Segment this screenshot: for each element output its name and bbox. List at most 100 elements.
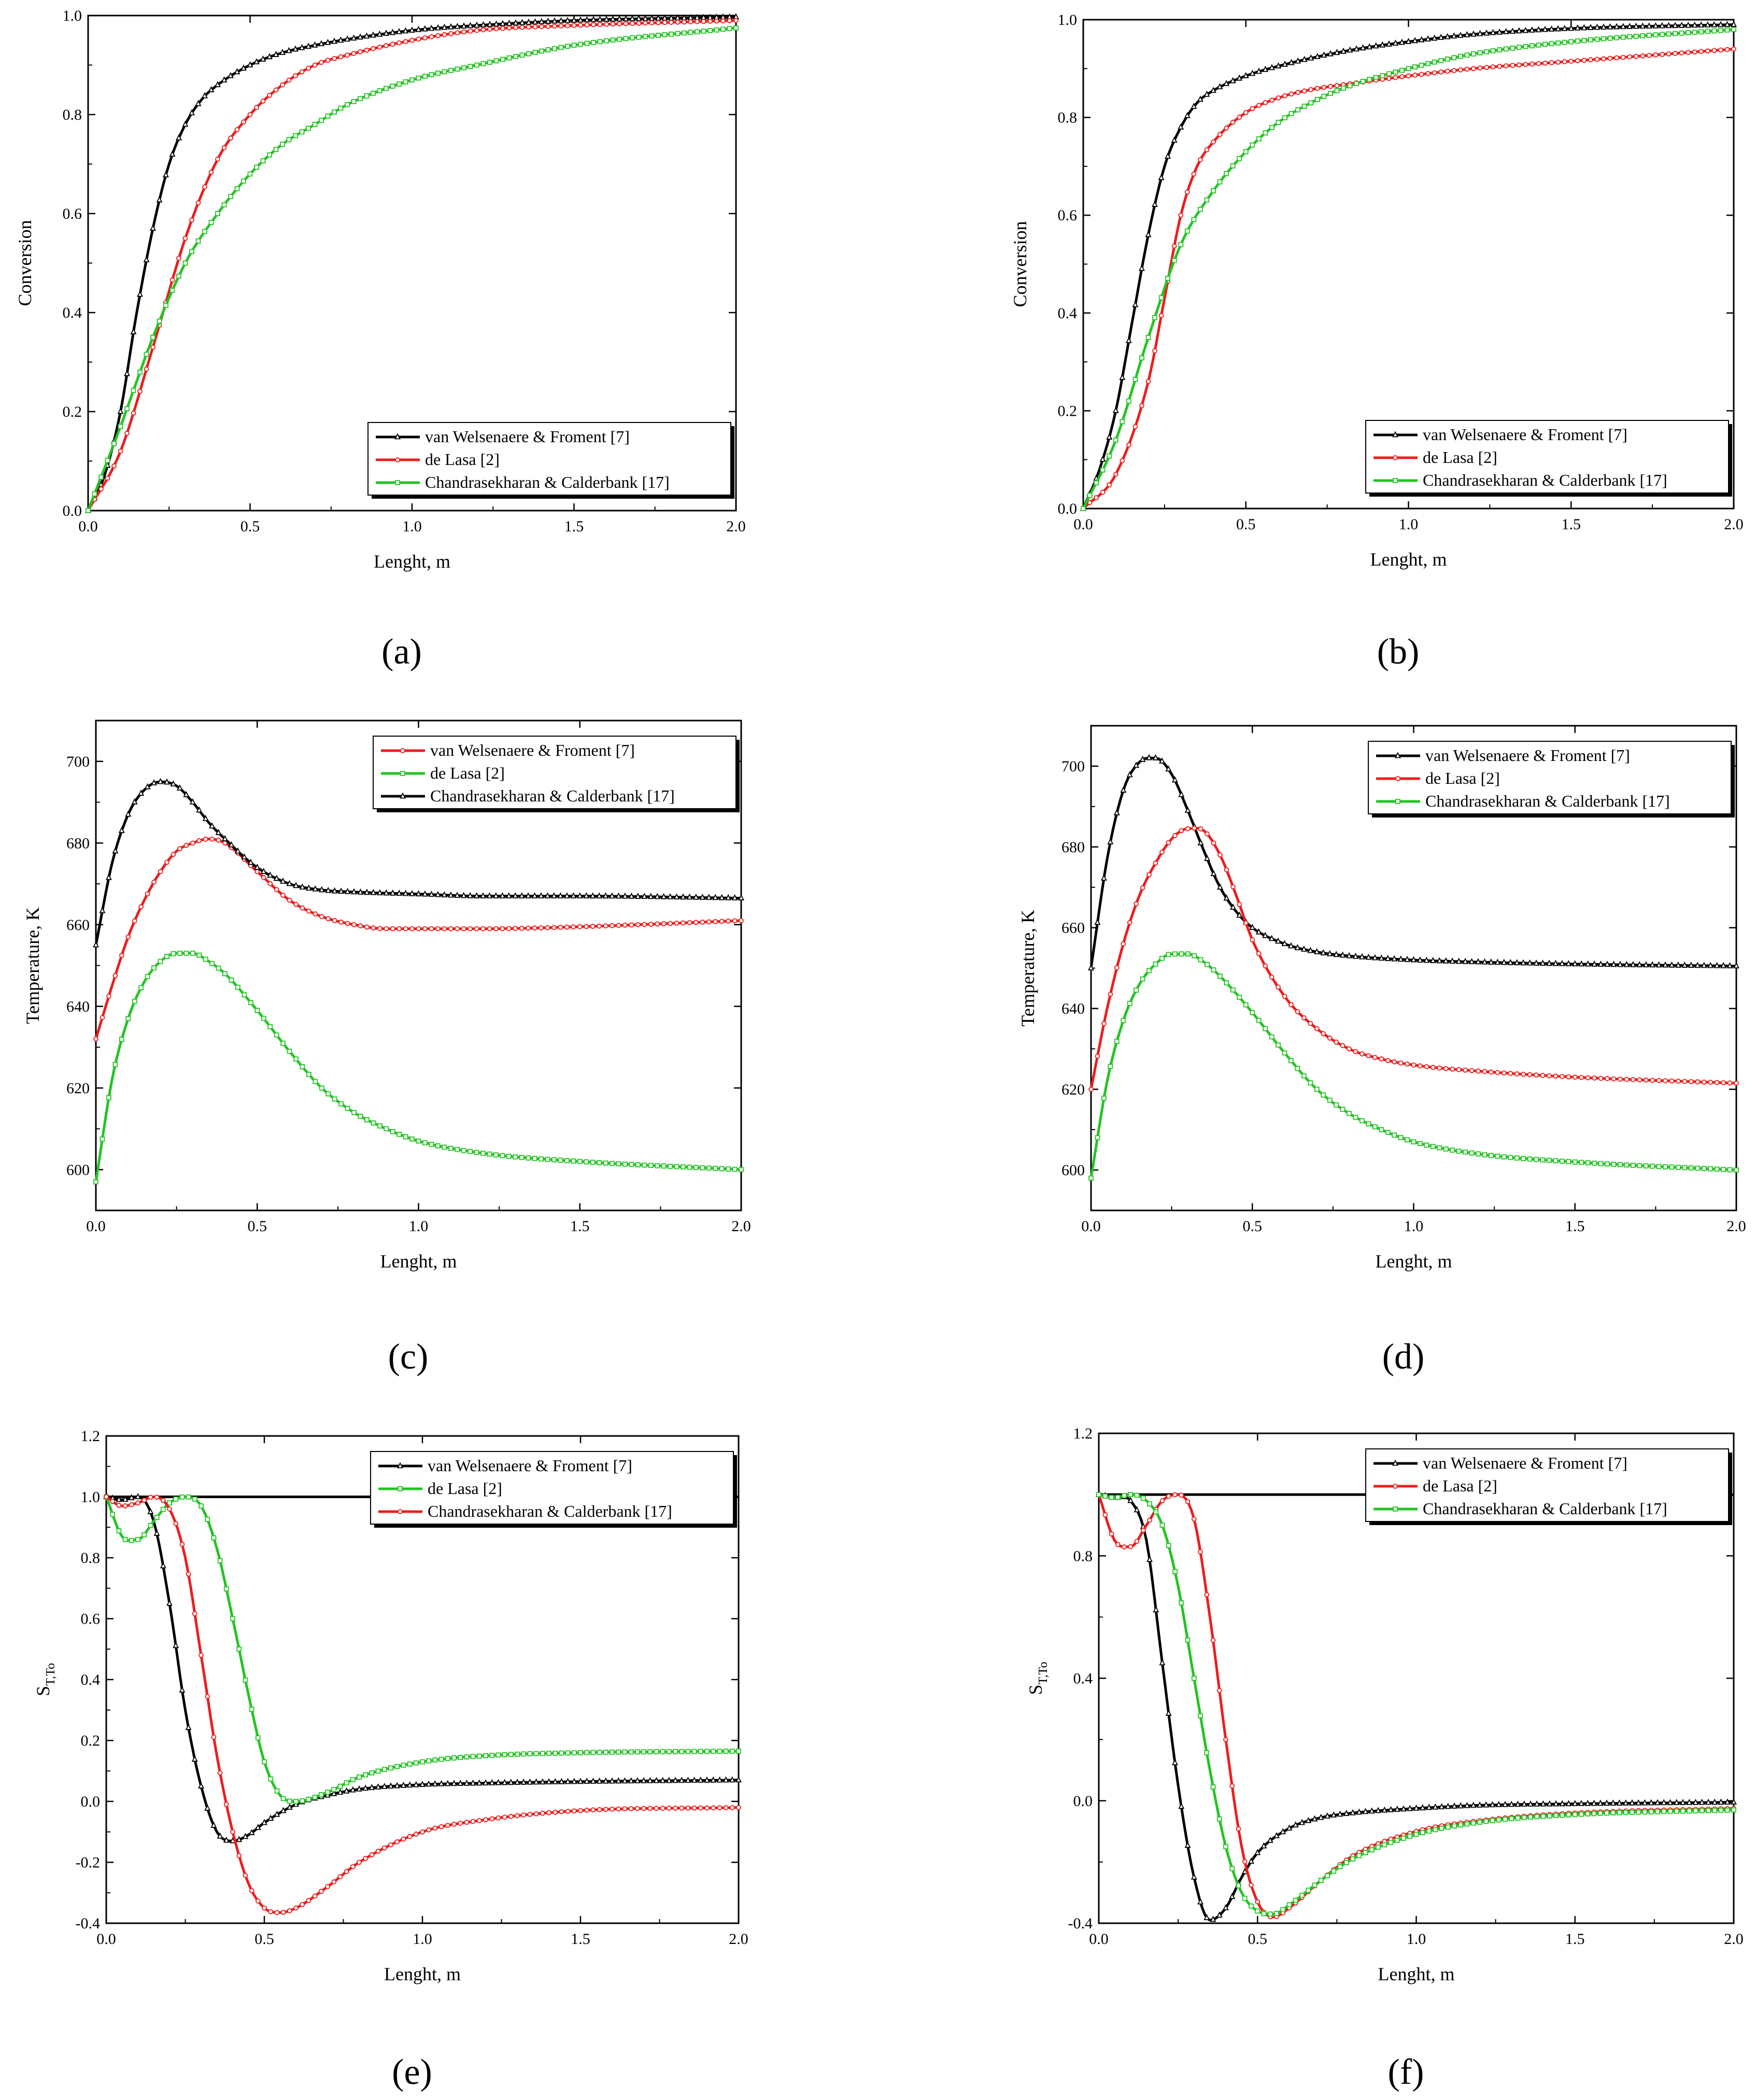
y-tick-label: 1.0 xyxy=(81,1489,101,1506)
data-point xyxy=(1126,442,1131,448)
data-point xyxy=(1127,920,1132,925)
data-point xyxy=(1565,1800,1572,1807)
data-point xyxy=(1553,1158,1559,1163)
data-point xyxy=(1158,313,1164,318)
data-point xyxy=(1087,500,1093,505)
data-point xyxy=(1482,1069,1488,1075)
data-point xyxy=(306,1898,311,1904)
data-point xyxy=(1490,1818,1495,1823)
data-point xyxy=(636,34,642,40)
data-point xyxy=(590,16,597,22)
data-point xyxy=(1617,1076,1623,1082)
data-point xyxy=(364,47,370,53)
data-point xyxy=(1464,52,1470,58)
data-point xyxy=(394,1764,400,1769)
data-point xyxy=(1648,1809,1654,1814)
data-point xyxy=(429,72,434,77)
data-point xyxy=(1381,1806,1388,1813)
data-point xyxy=(1223,1904,1229,1910)
data-point xyxy=(1401,1836,1406,1841)
data-point xyxy=(1636,1809,1641,1815)
data-point xyxy=(1523,62,1528,67)
data-point xyxy=(1321,1092,1326,1098)
legend-entry: van Welsenaere & Froment [7] xyxy=(376,427,630,446)
data-point xyxy=(1521,1800,1527,1807)
legend-marker xyxy=(1395,799,1400,804)
data-point xyxy=(1224,125,1229,131)
data-point xyxy=(1165,765,1172,772)
data-point xyxy=(243,1872,248,1878)
data-point xyxy=(1721,1080,1726,1086)
data-point xyxy=(682,19,687,25)
data-point xyxy=(1300,945,1307,952)
data-point xyxy=(1114,965,1120,970)
data-point xyxy=(647,893,654,899)
data-point xyxy=(1263,1026,1268,1032)
data-point xyxy=(1585,1160,1591,1165)
data-point xyxy=(325,916,331,922)
legend-box xyxy=(1365,1448,1729,1522)
data-point xyxy=(1650,1163,1655,1169)
data-point xyxy=(300,1064,305,1069)
data-point xyxy=(1516,27,1522,34)
data-point xyxy=(454,892,461,898)
data-point xyxy=(1307,947,1314,953)
data-point xyxy=(1669,1164,1675,1170)
data-point xyxy=(1121,1018,1126,1023)
data-point xyxy=(151,879,157,885)
series-2 xyxy=(86,25,739,513)
data-point xyxy=(545,18,551,24)
data-point xyxy=(160,1498,166,1503)
data-point xyxy=(1198,1549,1203,1555)
data-point xyxy=(306,1072,311,1077)
data-point xyxy=(1530,61,1535,67)
data-point xyxy=(1445,1824,1451,1830)
data-point xyxy=(615,1777,622,1784)
data-point xyxy=(1456,1067,1462,1073)
data-point xyxy=(678,1777,685,1783)
data-point xyxy=(402,890,409,896)
data-point xyxy=(1522,26,1529,33)
data-point xyxy=(1139,355,1144,361)
data-point xyxy=(716,1776,723,1783)
data-point xyxy=(1614,55,1620,61)
data-point xyxy=(590,1750,596,1755)
data-point xyxy=(1230,987,1236,993)
data-point xyxy=(357,33,363,40)
data-point xyxy=(1484,49,1490,54)
data-point xyxy=(1405,1061,1410,1067)
data-point xyxy=(1686,1798,1693,1805)
data-point xyxy=(609,892,615,899)
data-point xyxy=(396,81,402,87)
data-point xyxy=(299,129,305,135)
data-point xyxy=(470,1779,476,1786)
data-point xyxy=(409,26,415,33)
data-point xyxy=(622,15,629,22)
data-point xyxy=(546,1778,552,1785)
data-point xyxy=(533,1811,539,1816)
data-point xyxy=(493,926,499,932)
data-point xyxy=(735,1776,742,1783)
data-point xyxy=(682,30,687,36)
data-point xyxy=(1243,920,1249,926)
data-point xyxy=(501,1779,508,1785)
data-point xyxy=(1718,1808,1724,1813)
x-tick-label: 0.5 xyxy=(1243,1218,1263,1235)
data-point xyxy=(489,1779,495,1785)
data-point xyxy=(375,1849,381,1854)
data-point xyxy=(223,1836,230,1843)
data-point xyxy=(1571,960,1578,967)
data-point xyxy=(1437,1145,1442,1151)
data-point xyxy=(1646,52,1652,58)
data-point xyxy=(429,34,434,39)
data-point xyxy=(659,1777,666,1783)
data-point xyxy=(409,37,415,43)
data-point xyxy=(1347,46,1353,53)
data-point xyxy=(1520,959,1527,966)
legend-marker xyxy=(397,1462,403,1469)
data-point xyxy=(603,1807,608,1812)
data-point xyxy=(1128,1492,1134,1498)
data-point xyxy=(1109,1495,1114,1500)
data-point xyxy=(448,1146,454,1151)
